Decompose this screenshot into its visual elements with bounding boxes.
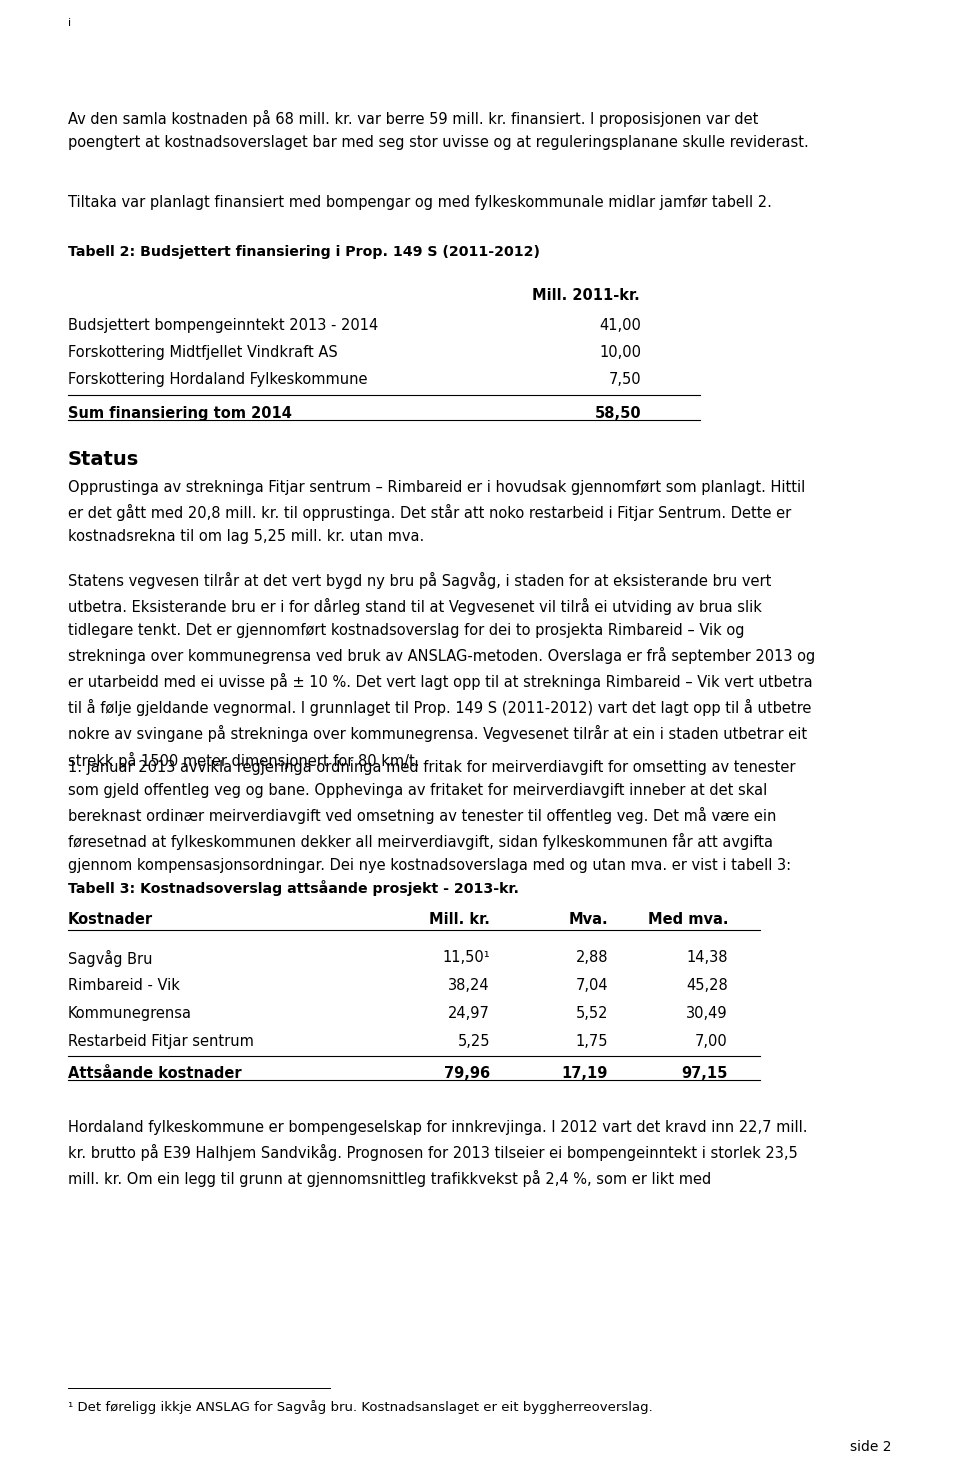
Text: 5,52: 5,52 [575, 1006, 608, 1021]
Text: Budsjettert bompengeinntekt 2013 - 2014: Budsjettert bompengeinntekt 2013 - 2014 [68, 318, 378, 333]
Text: Forskottering Hordaland Fylkeskommune: Forskottering Hordaland Fylkeskommune [68, 372, 368, 387]
Text: Mill. kr.: Mill. kr. [429, 913, 490, 927]
Text: 7,00: 7,00 [695, 1034, 728, 1049]
Text: 10,00: 10,00 [599, 344, 641, 360]
Text: Med mva.: Med mva. [647, 913, 728, 927]
Text: Av den samla kostnaden på 68 mill. kr. var berre 59 mill. kr. finansiert. I prop: Av den samla kostnaden på 68 mill. kr. v… [68, 110, 808, 149]
Text: 58,50: 58,50 [594, 406, 641, 420]
Text: Hordaland fylkeskommune er bompengeselskap for innkrevjinga. I 2012 vart det kra: Hordaland fylkeskommune er bompengeselsk… [68, 1121, 807, 1187]
Text: Kostnader: Kostnader [68, 913, 154, 927]
Text: 41,00: 41,00 [599, 318, 641, 333]
Text: 45,28: 45,28 [686, 979, 728, 993]
Text: 97,15: 97,15 [682, 1067, 728, 1081]
Text: 11,50¹: 11,50¹ [443, 949, 490, 965]
Text: Mva.: Mva. [568, 913, 608, 927]
Text: Rimbareid - Vik: Rimbareid - Vik [68, 979, 180, 993]
Text: 17,19: 17,19 [562, 1067, 608, 1081]
Text: 30,49: 30,49 [686, 1006, 728, 1021]
Text: 38,24: 38,24 [448, 979, 490, 993]
Text: Tiltaka var planlagt finansiert med bompengar og med fylkeskommunale midlar jamf: Tiltaka var planlagt finansiert med bomp… [68, 195, 772, 209]
Text: Opprustinga av strekninga Fitjar sentrum – Rimbareid er i hovudsak gjennomført s: Opprustinga av strekninga Fitjar sentrum… [68, 481, 805, 544]
Text: 2,88: 2,88 [575, 949, 608, 965]
Text: 7,50: 7,50 [609, 372, 641, 387]
Text: 24,97: 24,97 [448, 1006, 490, 1021]
Text: Tabell 3: Kostnadsoverslag attsåande prosjekt - 2013-kr.: Tabell 3: Kostnadsoverslag attsåande pro… [68, 880, 519, 897]
Text: Kommunegrensa: Kommunegrensa [68, 1006, 192, 1021]
Text: Sagvåg Bru: Sagvåg Bru [68, 949, 153, 967]
Text: 7,04: 7,04 [575, 979, 608, 993]
Text: Attsåande kostnader: Attsåande kostnader [68, 1067, 242, 1081]
Text: Forskottering Midtfjellet Vindkraft AS: Forskottering Midtfjellet Vindkraft AS [68, 344, 338, 360]
Text: 1. januar 2013 avvikla regjeringa ordninga med fritak for meirverdiavgift for om: 1. januar 2013 avvikla regjeringa ordnin… [68, 760, 796, 873]
Text: Sum finansiering tom 2014: Sum finansiering tom 2014 [68, 406, 292, 420]
Text: Mill. 2011-kr.: Mill. 2011-kr. [532, 289, 640, 303]
Text: 79,96: 79,96 [444, 1067, 490, 1081]
Text: side 2: side 2 [851, 1440, 892, 1453]
Text: 1,75: 1,75 [575, 1034, 608, 1049]
Text: Restarbeid Fitjar sentrum: Restarbeid Fitjar sentrum [68, 1034, 253, 1049]
Text: i: i [68, 18, 71, 28]
Text: 14,38: 14,38 [686, 949, 728, 965]
Text: Tabell 2: Budsjettert finansiering i Prop. 149 S (2011-2012): Tabell 2: Budsjettert finansiering i Pro… [68, 245, 540, 259]
Text: Statens vegvesen tilrår at det vert bygd ny bru på Sagvåg, i staden for at eksis: Statens vegvesen tilrår at det vert bygd… [68, 571, 815, 769]
Text: 5,25: 5,25 [458, 1034, 490, 1049]
Text: Status: Status [68, 450, 139, 469]
Text: ¹ Det føreligg ikkje ANSLAG for Sagvåg bru. Kostnadsanslaget er eit byggherreove: ¹ Det føreligg ikkje ANSLAG for Sagvåg b… [68, 1401, 653, 1414]
